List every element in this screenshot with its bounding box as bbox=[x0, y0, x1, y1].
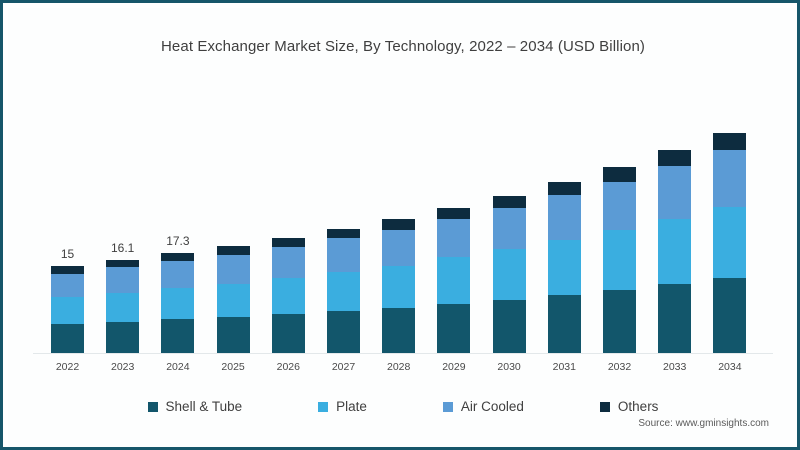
legend-swatch-icon bbox=[442, 401, 453, 412]
bar-segment-shell-tube bbox=[547, 295, 581, 353]
bar-segment-plate bbox=[327, 271, 360, 312]
legend-label: Shell & Tube bbox=[165, 399, 243, 414]
bar-segment-shell-tube bbox=[713, 277, 747, 353]
x-axis-line bbox=[33, 353, 773, 354]
bar-2023 bbox=[106, 259, 140, 353]
bar-segment-plate bbox=[161, 288, 195, 320]
bar-2031 bbox=[547, 181, 581, 353]
bar-segment-plate bbox=[437, 257, 471, 304]
x-tick-2029: 2029 bbox=[442, 361, 466, 373]
bar-2028 bbox=[382, 219, 416, 353]
bar-segment-others bbox=[547, 181, 581, 195]
chart-legend: Shell & Tube Plate Air Cooled Others bbox=[3, 399, 797, 414]
page-title: Heat Exchanger Market Size, By Technolog… bbox=[161, 38, 645, 55]
x-tick-2026: 2026 bbox=[276, 361, 300, 373]
bar-segment-air-cooled bbox=[51, 273, 84, 298]
bar-segment-shell-tube bbox=[51, 324, 84, 353]
bar-segment-others bbox=[713, 133, 747, 150]
bar-segment-air-cooled bbox=[106, 267, 140, 293]
x-tick-2022: 2022 bbox=[55, 361, 80, 373]
bar-segment-others bbox=[327, 228, 360, 239]
bar-segment-others bbox=[492, 195, 526, 208]
bar-2030 bbox=[492, 195, 526, 353]
bar-segment-others bbox=[161, 252, 195, 261]
bar-segment-others bbox=[271, 237, 305, 248]
bar-segment-air-cooled bbox=[216, 254, 250, 284]
bar-segment-air-cooled bbox=[713, 149, 747, 207]
bar-segment-others bbox=[382, 219, 416, 230]
legend-swatch-icon bbox=[318, 401, 329, 412]
bar-segment-air-cooled bbox=[492, 207, 526, 250]
bar-segment-shell-tube bbox=[382, 307, 416, 353]
source-note: Source: www.gminsights.com bbox=[638, 418, 769, 429]
x-tick-2030: 2030 bbox=[497, 361, 521, 373]
bar-segment-plate bbox=[658, 218, 692, 285]
bar-segment-others bbox=[106, 259, 140, 268]
bar-segment-air-cooled bbox=[437, 218, 471, 258]
bar-value-label-2023: 16.1 bbox=[111, 240, 135, 255]
bar-segment-others bbox=[51, 266, 84, 274]
bar-segment-air-cooled bbox=[603, 181, 636, 231]
bar-2032 bbox=[603, 167, 636, 353]
bar-segment-others bbox=[658, 150, 692, 167]
x-tick-2031: 2031 bbox=[552, 361, 576, 373]
bar-segment-shell-tube bbox=[603, 289, 636, 353]
bar-value-label-2024: 17.3 bbox=[166, 233, 190, 248]
legend-label: Others bbox=[617, 399, 659, 414]
x-tick-2024: 2024 bbox=[166, 361, 190, 373]
x-tick-2027: 2027 bbox=[331, 361, 356, 373]
legend-label: Air Cooled bbox=[460, 399, 524, 414]
bar-segment-air-cooled bbox=[547, 194, 581, 241]
bar-segment-shell-tube bbox=[437, 303, 471, 353]
bar-segment-air-cooled bbox=[382, 229, 416, 266]
bar-2022 bbox=[51, 266, 84, 353]
bar-segment-shell-tube bbox=[161, 319, 195, 353]
bar-segment-air-cooled bbox=[271, 247, 305, 279]
bar-segment-plate bbox=[547, 240, 581, 296]
bar-segment-plate bbox=[713, 206, 747, 278]
bar-2027 bbox=[327, 228, 360, 353]
bar-segment-others bbox=[216, 245, 250, 255]
x-tick-2023: 2023 bbox=[111, 361, 135, 373]
legend-item-plate[interactable]: Plate bbox=[318, 399, 367, 414]
legend-item-others[interactable]: Others bbox=[599, 399, 659, 414]
bar-segment-air-cooled bbox=[658, 166, 692, 219]
x-tick-2025: 2025 bbox=[221, 361, 245, 373]
bar-segment-plate bbox=[106, 292, 140, 322]
x-tick-2028: 2028 bbox=[387, 361, 411, 373]
bar-segment-shell-tube bbox=[106, 321, 140, 353]
bar-segment-plate bbox=[492, 249, 526, 300]
bar-segment-plate bbox=[603, 230, 636, 290]
bar-2026 bbox=[271, 237, 305, 353]
bar-value-label-2022: 15 bbox=[60, 247, 75, 262]
x-tick-2034: 2034 bbox=[718, 361, 742, 373]
bar-segment-air-cooled bbox=[161, 260, 195, 289]
bar-2034 bbox=[713, 133, 747, 353]
bar-segment-others bbox=[437, 207, 471, 219]
bar-segment-air-cooled bbox=[327, 238, 360, 272]
bar-segment-others bbox=[603, 167, 636, 182]
bar-segment-plate bbox=[271, 278, 305, 315]
legend-swatch-icon bbox=[147, 401, 158, 412]
bar-segment-plate bbox=[51, 297, 84, 325]
bar-2024 bbox=[161, 252, 195, 353]
plot-area: 15 16.1 17.3 2022 2023 2024 2025 2026 2027 2028 2… bbox=[3, 3, 797, 447]
bar-segment-shell-tube bbox=[271, 314, 305, 353]
bar-2033 bbox=[658, 150, 692, 353]
legend-item-shell-tube[interactable]: Shell & Tube bbox=[147, 399, 243, 414]
bar-segment-plate bbox=[382, 265, 416, 308]
legend-item-air-cooled[interactable]: Air Cooled bbox=[442, 399, 524, 414]
bar-segment-plate bbox=[216, 283, 250, 318]
x-tick-2032: 2032 bbox=[607, 361, 632, 373]
bar-segment-shell-tube bbox=[492, 299, 526, 353]
bar-segment-shell-tube bbox=[658, 284, 692, 353]
bar-2029 bbox=[437, 207, 471, 353]
bar-2025 bbox=[216, 245, 250, 353]
legend-swatch-icon bbox=[599, 401, 610, 412]
bar-segment-shell-tube bbox=[327, 311, 360, 353]
legend-label: Plate bbox=[336, 399, 367, 414]
x-tick-2033: 2033 bbox=[663, 361, 687, 373]
bar-segment-shell-tube bbox=[216, 317, 250, 353]
